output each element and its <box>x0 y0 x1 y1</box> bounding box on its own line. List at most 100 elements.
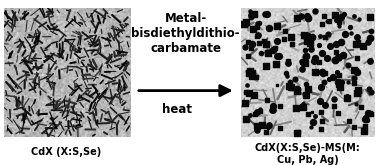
Point <box>254 21 260 24</box>
Point <box>264 13 270 16</box>
Point <box>363 116 369 119</box>
Point <box>365 41 371 44</box>
Point <box>327 78 333 81</box>
Point <box>243 91 249 93</box>
Point <box>265 51 271 54</box>
Point <box>301 33 307 36</box>
Point <box>353 42 359 45</box>
Point <box>353 68 359 71</box>
Point <box>298 60 304 63</box>
Point <box>241 23 247 26</box>
Point <box>330 76 336 78</box>
Point <box>303 93 309 96</box>
Point <box>249 42 255 45</box>
Point <box>316 61 322 64</box>
Point <box>309 35 315 38</box>
Point <box>324 19 330 22</box>
Text: CdX(X:S,Se)-MS(M:
Cu, Pb, Ag): CdX(X:S,Se)-MS(M: Cu, Pb, Ag) <box>255 144 361 165</box>
Point <box>337 86 343 89</box>
Point <box>350 70 356 72</box>
Point <box>362 117 368 120</box>
Point <box>297 15 304 18</box>
Point <box>294 132 300 134</box>
Point <box>243 117 249 120</box>
Point <box>368 30 374 33</box>
Point <box>294 131 301 133</box>
Point <box>320 73 326 76</box>
Point <box>288 86 294 89</box>
Point <box>362 125 368 127</box>
Point <box>300 61 306 63</box>
Point <box>317 35 323 37</box>
Point <box>309 111 315 113</box>
Point <box>253 76 259 78</box>
Point <box>321 81 327 83</box>
Point <box>263 65 269 67</box>
Point <box>312 115 318 118</box>
Point <box>277 126 284 129</box>
Point <box>367 111 373 114</box>
Point <box>250 71 256 73</box>
Point <box>353 36 359 38</box>
Point <box>261 40 267 43</box>
Point <box>347 25 353 28</box>
Point <box>257 108 263 110</box>
Point <box>355 88 361 91</box>
Point <box>274 25 280 28</box>
Point <box>347 32 353 34</box>
Point <box>253 112 259 115</box>
Point <box>305 112 311 115</box>
Point <box>250 28 256 31</box>
Point <box>257 110 263 112</box>
Point <box>358 105 364 108</box>
Point <box>248 47 254 49</box>
Point <box>242 102 248 105</box>
Point <box>340 54 346 56</box>
Point <box>354 92 360 94</box>
Point <box>274 39 280 42</box>
Point <box>288 42 294 45</box>
Point <box>272 47 278 49</box>
Point <box>345 80 351 83</box>
Point <box>305 88 311 90</box>
Point <box>336 56 342 59</box>
Point <box>322 71 328 74</box>
Point <box>319 120 325 122</box>
Point <box>274 54 280 57</box>
Point <box>318 128 324 131</box>
Point <box>355 41 361 44</box>
Point <box>333 14 339 16</box>
Point <box>333 50 339 53</box>
Point <box>286 85 292 88</box>
Point <box>335 71 341 73</box>
Point <box>338 41 344 44</box>
Point <box>341 12 347 15</box>
Point <box>246 113 253 116</box>
Point <box>345 119 352 122</box>
Point <box>270 104 276 107</box>
Point <box>270 109 276 112</box>
Point <box>256 21 262 24</box>
Point <box>288 86 294 89</box>
Point <box>263 43 269 45</box>
Point <box>245 41 251 43</box>
Point <box>285 62 291 64</box>
Point <box>321 15 327 17</box>
Point <box>333 43 339 45</box>
Point <box>300 106 306 108</box>
Point <box>311 71 318 73</box>
Point <box>344 95 350 98</box>
Point <box>319 52 325 55</box>
Point <box>245 55 251 58</box>
Point <box>273 63 279 66</box>
Point <box>293 106 299 109</box>
Point <box>307 42 313 44</box>
Point <box>301 35 307 38</box>
Point <box>351 77 357 79</box>
Point <box>254 35 260 38</box>
Point <box>333 18 339 21</box>
Point <box>316 44 322 47</box>
Point <box>266 123 272 126</box>
Point <box>353 102 359 105</box>
Point <box>364 119 370 121</box>
